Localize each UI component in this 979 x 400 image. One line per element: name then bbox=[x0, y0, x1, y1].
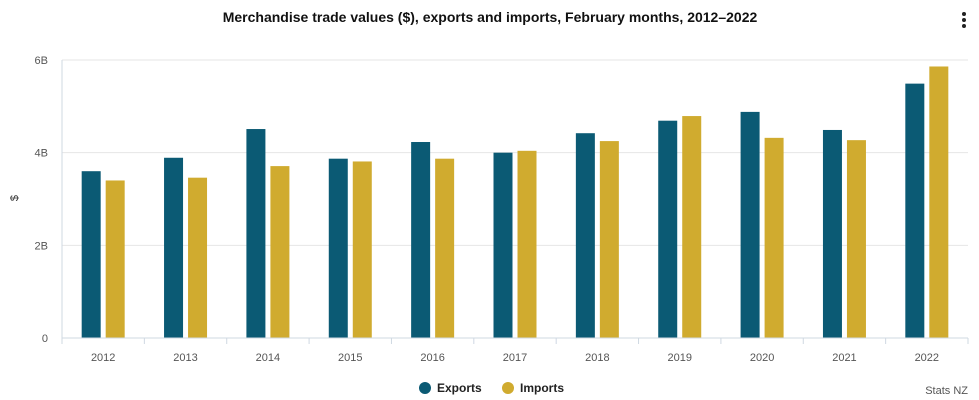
bars-layer bbox=[81, 66, 949, 339]
legend-item-exports[interactable]: Exports bbox=[419, 381, 482, 395]
bar-exports-2018[interactable] bbox=[575, 133, 595, 338]
bar-imports-2018[interactable] bbox=[599, 141, 619, 338]
x-tick-label: 2019 bbox=[667, 352, 691, 364]
bar-imports-2015[interactable] bbox=[352, 161, 372, 338]
bar-imports-2021[interactable] bbox=[846, 140, 866, 338]
x-tick-label: 2018 bbox=[585, 352, 609, 364]
x-tick-label: 2014 bbox=[256, 352, 280, 364]
x-axis: 2012 2013 2014 2015 2016 2017 2018 2019 2020 2021… bbox=[61, 337, 969, 364]
x-tick-label: 2013 bbox=[173, 352, 197, 364]
y-tick-label: 0 bbox=[42, 333, 48, 345]
bar-imports-2017[interactable] bbox=[517, 150, 537, 338]
grid-layer bbox=[62, 59, 968, 246]
x-tick-label: 2021 bbox=[832, 352, 856, 364]
legend: Exports Imports bbox=[419, 381, 564, 395]
bar-exports-2014[interactable] bbox=[246, 129, 266, 338]
x-tick-label: 2016 bbox=[420, 352, 444, 364]
bar-exports-2021[interactable] bbox=[822, 129, 842, 338]
bar-imports-2012[interactable] bbox=[105, 180, 125, 338]
kebab-dot bbox=[962, 12, 966, 16]
bar-exports-2012[interactable] bbox=[81, 171, 101, 338]
bar-exports-2019[interactable] bbox=[658, 120, 678, 339]
legend-item-imports[interactable]: Imports bbox=[502, 381, 564, 395]
y-tick-label: 2B bbox=[35, 240, 48, 252]
bar-imports-2022[interactable] bbox=[929, 66, 949, 338]
kebab-dot bbox=[962, 24, 966, 28]
x-tick-label: 2015 bbox=[338, 352, 362, 364]
y-tick-label: 6B bbox=[35, 55, 48, 67]
legend-swatch-imports bbox=[502, 382, 514, 394]
bar-exports-2013[interactable] bbox=[164, 157, 184, 338]
bar-exports-2015[interactable] bbox=[328, 158, 348, 338]
bar-exports-2022[interactable] bbox=[905, 83, 925, 338]
bar-imports-2013[interactable] bbox=[188, 177, 208, 338]
x-tick-label: 2020 bbox=[750, 352, 774, 364]
y-tick-label: 4B bbox=[35, 148, 48, 160]
x-tick-label: 2017 bbox=[503, 352, 527, 364]
kebab-menu-icon[interactable] bbox=[958, 12, 970, 32]
bar-exports-2016[interactable] bbox=[411, 142, 431, 338]
chart-title: Merchandise trade values ($), exports an… bbox=[223, 9, 758, 25]
bar-imports-2016[interactable] bbox=[435, 158, 455, 338]
legend-label-imports: Imports bbox=[520, 381, 564, 395]
y-axis-title: $ bbox=[9, 195, 21, 201]
bar-imports-2020[interactable] bbox=[764, 137, 784, 338]
bar-imports-2019[interactable] bbox=[682, 116, 702, 339]
source-label: Stats NZ bbox=[925, 385, 968, 397]
x-tick-label: 2012 bbox=[91, 352, 115, 364]
bar-exports-2020[interactable] bbox=[740, 111, 760, 338]
legend-label-exports: Exports bbox=[437, 381, 482, 395]
y-axis: 0 2B 4B 6B bbox=[35, 55, 63, 345]
legend-swatch-exports bbox=[419, 382, 431, 394]
x-tick-label: 2022 bbox=[915, 352, 939, 364]
bar-imports-2014[interactable] bbox=[270, 166, 290, 338]
bar-exports-2017[interactable] bbox=[493, 152, 513, 338]
kebab-dot bbox=[962, 18, 966, 22]
